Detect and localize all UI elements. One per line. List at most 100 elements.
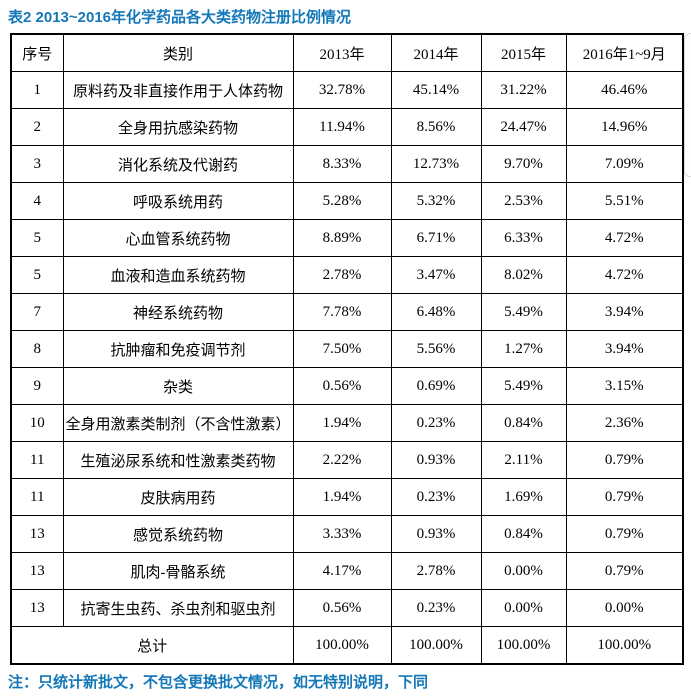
value-cell: 2.78% xyxy=(390,552,482,590)
row-index-cell: 1 xyxy=(10,71,64,109)
value-cell: 3.94% xyxy=(565,293,684,331)
category-cell: 抗寄生虫药、杀虫剂和驱虫剂 xyxy=(62,589,294,627)
table-row: 5 心血管系统药物 8.89% 6.71% 6.33% 4.72% xyxy=(10,219,684,257)
header-cell-2016: 2016年1~9月 xyxy=(565,33,684,72)
value-cell: 1.94% xyxy=(292,404,392,442)
row-index-cell: 5 xyxy=(10,256,64,294)
value-cell: 1.27% xyxy=(480,330,567,368)
row-index-cell: 13 xyxy=(10,552,64,590)
table-row: 11 生殖泌尿系统和性激素类药物 2.22% 0.93% 2.11% 0.79% xyxy=(10,441,684,479)
table-row: 13 感觉系统药物 3.33% 0.93% 0.84% 0.79% xyxy=(10,515,684,553)
value-cell: 0.00% xyxy=(565,589,684,627)
value-cell: 45.14% xyxy=(390,71,482,109)
row-index-cell: 3 xyxy=(10,145,64,183)
scrollbar-fragment[interactable] xyxy=(684,33,691,177)
value-cell: 7.50% xyxy=(292,330,392,368)
value-cell: 7.78% xyxy=(292,293,392,331)
header-row: 序号 类别 2013年 2014年 2015年 2016年1~9月 xyxy=(10,33,684,72)
header-cell-index: 序号 xyxy=(10,33,64,72)
value-cell: 4.17% xyxy=(292,552,392,590)
row-index-cell: 10 xyxy=(10,404,64,442)
value-cell: 5.28% xyxy=(292,182,392,220)
value-cell: 0.93% xyxy=(390,515,482,553)
value-cell: 6.33% xyxy=(480,219,567,257)
header-cell-2013: 2013年 xyxy=(292,33,392,72)
value-cell: 0.79% xyxy=(565,552,684,590)
row-index-cell: 13 xyxy=(10,515,64,553)
row-index-cell: 8 xyxy=(10,330,64,368)
value-cell: 46.46% xyxy=(565,71,684,109)
value-cell: 5.32% xyxy=(390,182,482,220)
category-cell: 血液和造血系统药物 xyxy=(62,256,294,294)
value-cell: 0.23% xyxy=(390,589,482,627)
table-row: 9 杂类 0.56% 0.69% 5.49% 3.15% xyxy=(10,367,684,405)
value-cell: 0.23% xyxy=(390,404,482,442)
row-index-cell: 11 xyxy=(10,441,64,479)
category-cell: 消化系统及代谢药 xyxy=(62,145,294,183)
value-cell: 24.47% xyxy=(480,108,567,146)
table-title: 表2 2013~2016年化学药品各大类药物注册比例情况 xyxy=(8,9,352,26)
row-index-cell: 11 xyxy=(10,478,64,516)
value-cell: 6.48% xyxy=(390,293,482,331)
value-cell: 3.94% xyxy=(565,330,684,368)
value-cell: 32.78% xyxy=(292,71,392,109)
row-index-cell: 2 xyxy=(10,108,64,146)
header-cell-2014: 2014年 xyxy=(390,33,482,72)
table-row: 7 神经系统药物 7.78% 6.48% 5.49% 3.94% xyxy=(10,293,684,331)
value-cell: 2.11% xyxy=(480,441,567,479)
value-cell: 0.79% xyxy=(565,441,684,479)
value-cell: 3.33% xyxy=(292,515,392,553)
value-cell: 31.22% xyxy=(480,71,567,109)
total-label-cell: 总计 xyxy=(10,626,294,665)
total-value-cell: 100.00% xyxy=(480,626,567,665)
registration-ratio-table: 序号 类别 2013年 2014年 2015年 2016年1~9月 1 原料药及非… xyxy=(10,33,684,665)
row-index-cell: 13 xyxy=(10,589,64,627)
category-cell: 心血管系统药物 xyxy=(62,219,294,257)
table-row: 4 呼吸系统用药 5.28% 5.32% 2.53% 5.51% xyxy=(10,182,684,220)
value-cell: 0.84% xyxy=(480,404,567,442)
value-cell: 1.94% xyxy=(292,478,392,516)
value-cell: 8.56% xyxy=(390,108,482,146)
value-cell: 5.51% xyxy=(565,182,684,220)
value-cell: 5.49% xyxy=(480,293,567,331)
value-cell: 0.84% xyxy=(480,515,567,553)
table-row: 10 全身用激素类制剂（不含性激素） 1.94% 0.23% 0.84% 2.36% xyxy=(10,404,684,442)
header-cell-category: 类别 xyxy=(62,33,294,72)
value-cell: 6.71% xyxy=(390,219,482,257)
footnote: 注：只统计新批文，不包含更换批文情况，如无特别说明，下同 xyxy=(8,674,429,691)
value-cell: 7.09% xyxy=(565,145,684,183)
category-cell: 全身用抗感染药物 xyxy=(62,108,294,146)
total-value-cell: 100.00% xyxy=(292,626,392,665)
value-cell: 0.56% xyxy=(292,589,392,627)
row-index-cell: 7 xyxy=(10,293,64,331)
table-row: 3 消化系统及代谢药 8.33% 12.73% 9.70% 7.09% xyxy=(10,145,684,183)
row-index-cell: 9 xyxy=(10,367,64,405)
category-cell: 呼吸系统用药 xyxy=(62,182,294,220)
row-index-cell: 5 xyxy=(10,219,64,257)
table-row: 13 肌肉-骨骼系统 4.17% 2.78% 0.00% 0.79% xyxy=(10,552,684,590)
header-cell-2015: 2015年 xyxy=(480,33,567,72)
value-cell: 9.70% xyxy=(480,145,567,183)
total-value-cell: 100.00% xyxy=(565,626,684,665)
value-cell: 8.89% xyxy=(292,219,392,257)
value-cell: 3.47% xyxy=(390,256,482,294)
category-cell: 生殖泌尿系统和性激素类药物 xyxy=(62,441,294,479)
value-cell: 0.56% xyxy=(292,367,392,405)
value-cell: 8.33% xyxy=(292,145,392,183)
value-cell: 4.72% xyxy=(565,256,684,294)
value-cell: 0.00% xyxy=(480,589,567,627)
value-cell: 11.94% xyxy=(292,108,392,146)
value-cell: 0.69% xyxy=(390,367,482,405)
value-cell: 4.72% xyxy=(565,219,684,257)
value-cell: 0.00% xyxy=(480,552,567,590)
table-row: 8 抗肿瘤和免疫调节剂 7.50% 5.56% 1.27% 3.94% xyxy=(10,330,684,368)
category-cell: 肌肉-骨骼系统 xyxy=(62,552,294,590)
category-cell: 皮肤病用药 xyxy=(62,478,294,516)
value-cell: 2.78% xyxy=(292,256,392,294)
table-body: 1 原料药及非直接作用于人体药物 32.78% 45.14% 31.22% 46.46% 2… xyxy=(10,71,684,627)
value-cell: 0.93% xyxy=(390,441,482,479)
row-index-cell: 4 xyxy=(10,182,64,220)
value-cell: 5.56% xyxy=(390,330,482,368)
value-cell: 1.69% xyxy=(480,478,567,516)
